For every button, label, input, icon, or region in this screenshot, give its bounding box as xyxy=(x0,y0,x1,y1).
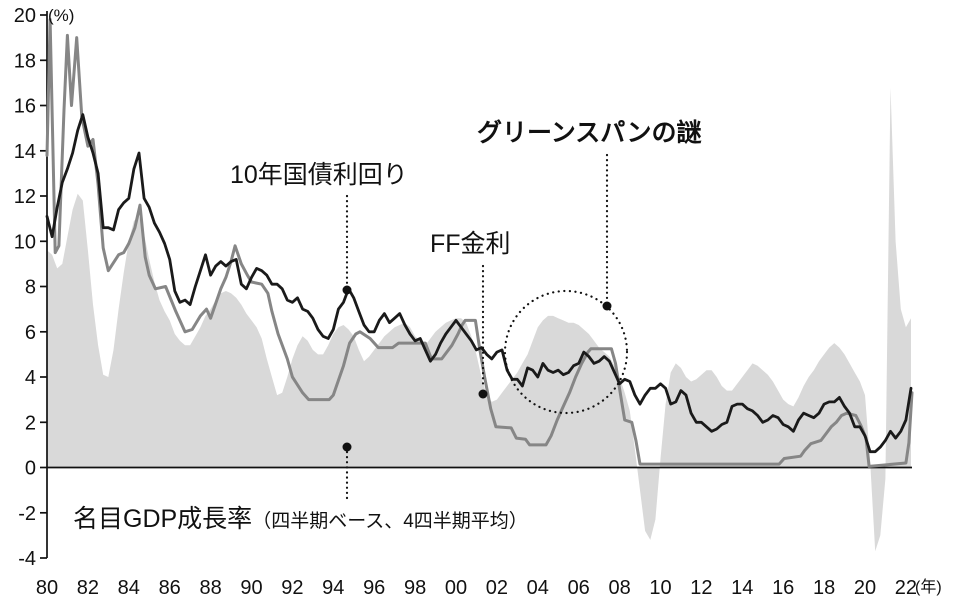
x-tick-label: 98 xyxy=(404,577,426,599)
y-tick-label: 6 xyxy=(25,322,36,344)
gdp-growth-label-main: 名目GDP成長率 xyxy=(73,505,253,533)
y-axis-unit-label: (%) xyxy=(48,6,75,25)
y-tick-label: 18 xyxy=(14,50,36,72)
x-tick-label: 02 xyxy=(486,577,508,599)
y-tick-label: 4 xyxy=(25,367,36,389)
y-tick-label: 2 xyxy=(25,412,36,434)
bond-yield-line xyxy=(45,113,913,454)
gdp-label-leader-dot xyxy=(342,442,352,452)
y-tick-label: -2 xyxy=(18,503,36,525)
gdp-area xyxy=(47,87,911,552)
x-tick-label: 90 xyxy=(240,577,262,599)
x-tick-label: 20 xyxy=(854,577,876,599)
bond-label-leader-dot xyxy=(342,285,352,295)
x-tick-label: 94 xyxy=(322,577,344,599)
x-tick-label: 04 xyxy=(527,577,549,599)
x-tick-label: 92 xyxy=(281,577,303,599)
x-tick-label: 86 xyxy=(159,577,181,599)
y-tick-label: 0 xyxy=(25,458,36,480)
x-tick-label: 80 xyxy=(36,577,58,599)
x-tick-label: 12 xyxy=(690,577,712,599)
y-tick-label: 16 xyxy=(14,96,36,118)
ff-rate-line xyxy=(45,18,914,468)
x-tick-label: 16 xyxy=(772,577,794,599)
x-tick-label: 22 xyxy=(895,577,917,599)
ff-rate-label: FF金利 xyxy=(430,230,511,258)
greenspan-conundrum-annotation: グリーンスパンの謎 xyxy=(477,119,702,147)
greenspan-highlight-circle xyxy=(503,289,629,415)
x-tick-label: 14 xyxy=(731,577,753,599)
ff-label-leader-dot xyxy=(478,389,488,399)
gdp-growth-label-sub: （四半期ベース、4四半期平均） xyxy=(252,511,528,532)
x-axis-unit-label: (年) xyxy=(915,579,942,596)
y-tick-label: 10 xyxy=(14,231,36,253)
x-tick-label: 00 xyxy=(445,577,467,599)
bond-yield-label: 10年国債利回り xyxy=(230,161,408,189)
y-tick-label: 12 xyxy=(14,186,36,208)
x-tick-label: 18 xyxy=(813,577,835,599)
x-tick-label: 08 xyxy=(608,577,630,599)
x-tick-label: 82 xyxy=(77,577,99,599)
x-tick-label: 88 xyxy=(199,577,221,599)
y-tick-label: 8 xyxy=(25,277,36,299)
gdp-growth-label: 名目GDP成長率（四半期ベース、4四半期平均） xyxy=(73,504,528,534)
y-tick-label: 14 xyxy=(14,141,36,163)
y-tick-label: -4 xyxy=(18,548,36,570)
x-tick-label: 10 xyxy=(649,577,671,599)
y-tick-label: 20 xyxy=(14,5,36,27)
x-tick-label: 84 xyxy=(118,577,140,599)
x-tick-label: 96 xyxy=(363,577,385,599)
x-tick-label: 06 xyxy=(568,577,590,599)
